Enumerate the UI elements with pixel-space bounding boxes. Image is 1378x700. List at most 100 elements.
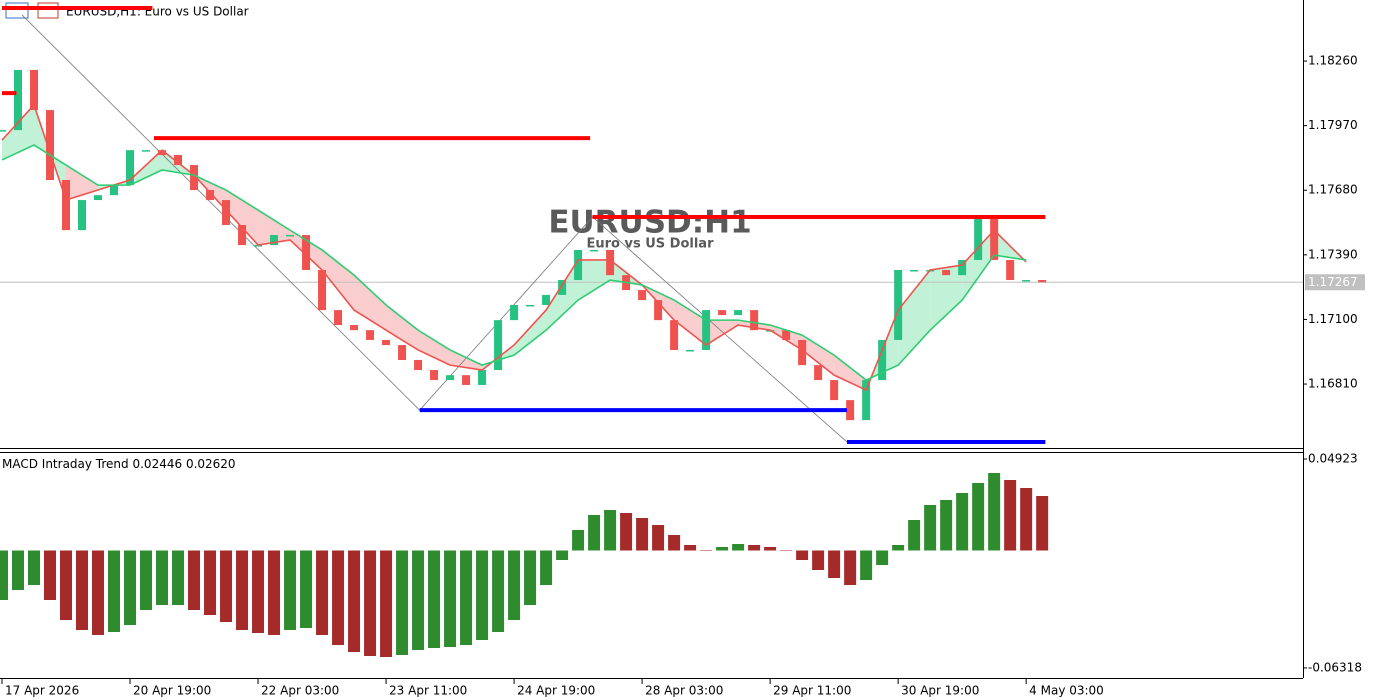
histogram-bar: [972, 482, 985, 551]
histogram-bar: [940, 500, 953, 551]
candle: [958, 259, 967, 276]
histogram-bar: [108, 550, 121, 633]
histogram-bar: [1020, 487, 1033, 551]
indicator-name: MACD Intraday Trend: [2, 457, 129, 471]
icon: [37, 2, 59, 19]
histogram-bar: [636, 517, 649, 551]
candle: [510, 304, 519, 321]
candle: [222, 200, 231, 226]
candle: [446, 375, 455, 381]
ma-fill: [322, 249, 355, 311]
histogram-bar: [12, 550, 25, 590]
candle: [542, 294, 551, 305]
histogram-bar: [812, 550, 825, 570]
y-tick-label: -0.06318: [1308, 660, 1362, 674]
histogram-bar: [332, 550, 345, 645]
x-tick-label: 23 Apr 11:00: [389, 684, 467, 698]
histogram-bar: [716, 547, 729, 551]
candle: [366, 330, 375, 340]
histogram-bar: [188, 550, 201, 610]
histogram-bar: [76, 550, 89, 630]
x-tick-label: 24 Apr 19:00: [517, 684, 595, 698]
histogram-bar: [364, 550, 377, 656]
x-tick-label: 20 Apr 19:00: [133, 684, 211, 698]
candle: [734, 310, 743, 316]
candle: [718, 310, 727, 316]
candle: [206, 190, 215, 201]
histogram-bar: [684, 544, 697, 551]
candle: [78, 200, 87, 231]
ma-fill: [930, 265, 963, 331]
candle: [478, 370, 487, 385]
histogram-bar: [204, 550, 217, 615]
histogram-bar: [572, 530, 585, 551]
histogram-bar: [428, 550, 441, 649]
histogram-bar: [844, 550, 857, 585]
candle: [414, 360, 423, 371]
candle: [238, 225, 247, 246]
y-tick-label: 0.04923: [1308, 452, 1358, 466]
ma-fill: [514, 310, 547, 356]
indicator-value: 0.02446: [132, 457, 182, 471]
candle: [30, 69, 39, 111]
ma-fill: [258, 210, 291, 246]
candle: [494, 320, 503, 371]
histogram-bar: [828, 550, 841, 579]
histogram-bar: [540, 550, 553, 585]
histogram-bar: [508, 550, 521, 620]
histogram-bar: [300, 550, 313, 629]
ma-fill: [130, 150, 163, 186]
candle: [606, 249, 615, 276]
histogram-bar: [348, 550, 361, 652]
y-tick-label: 1.18260: [1308, 54, 1358, 68]
candle: [430, 370, 439, 381]
histogram-bar: [172, 550, 185, 605]
histogram-bar: [1036, 496, 1049, 551]
histogram-bar: [556, 550, 569, 560]
histogram-bar: [780, 550, 793, 552]
histogram-bar: [796, 550, 809, 560]
candle: [686, 349, 695, 352]
candle: [862, 380, 871, 421]
histogram-bar: [732, 543, 745, 551]
ma-fill: [386, 304, 419, 350]
ma-fill: [546, 259, 579, 331]
candle: [318, 270, 327, 311]
ma-fill: [418, 330, 451, 366]
candle: [158, 150, 167, 156]
histogram-bar: [268, 550, 281, 635]
candle: [894, 270, 903, 340]
ma-fill: [226, 190, 259, 246]
x-tick-label: 22 Apr 03:00: [261, 684, 339, 698]
candle: [814, 365, 823, 381]
candle: [334, 310, 343, 326]
candle: [750, 310, 759, 331]
candle: [382, 339, 391, 346]
candle: [302, 235, 311, 271]
candle: [574, 249, 583, 281]
candle: [126, 150, 135, 186]
histogram-bar: [412, 550, 425, 650]
candle: [782, 330, 791, 340]
moving-average: [1, 144, 1027, 381]
histogram-bar: [876, 550, 889, 565]
candle: [590, 249, 599, 252]
ma-fill: [578, 259, 611, 301]
candle: [142, 150, 151, 152]
candle: [670, 320, 679, 350]
zigzag: [21, 14, 848, 443]
candle: [974, 214, 983, 260]
y-tick-label: 1.17100: [1308, 312, 1358, 326]
x-tick-label: 30 Apr 19:00: [901, 684, 979, 698]
candle: [46, 110, 55, 181]
candle: [398, 345, 407, 361]
candle: [798, 339, 807, 366]
histogram-bar: [892, 544, 905, 551]
candle: [878, 339, 887, 381]
histogram-bar: [0, 550, 8, 600]
candle: [638, 290, 647, 301]
histogram-bar: [748, 544, 761, 551]
x-tick-label: 28 Apr 03:00: [645, 684, 723, 698]
icon: [5, 2, 29, 19]
histogram-bar: [700, 549, 713, 551]
